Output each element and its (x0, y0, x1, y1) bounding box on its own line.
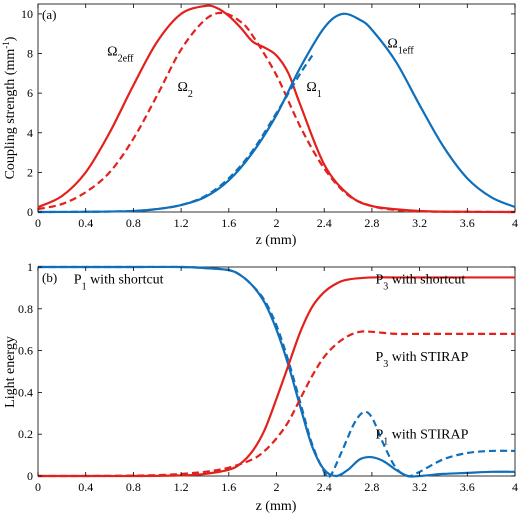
panel-b-annotation: P1 with STIRAP (375, 427, 468, 447)
panel-b-x-tick-label: 0.8 (126, 480, 141, 494)
panel-b-light-energy: 0 0.4 0.8 1.2 1.6 2 2.4 2.8 3.2 3.6 4 0 0.2 0.4 0.6 0.8… (3, 260, 518, 514)
panel-b-series-p1-shortcut (37, 265, 516, 478)
panel-b-axes-frame (37, 266, 516, 477)
panel-b-label: (b) (42, 270, 57, 285)
panel-a-ticks: 0 0.4 0.8 1.2 1.6 2 2.4 2.8 3.2 3.6 4 0 2 4 6 8 10 (21, 4, 518, 230)
panel-a-x-axis-title: z (mm) (256, 233, 297, 248)
panel-a-x-tick-label: 3.2 (412, 216, 427, 230)
panel-b-y-tick-label: 0 (27, 469, 33, 483)
panel-b-ticks: 0 0.4 0.8 1.2 1.6 2 2.4 2.8 3.2 3.6 4 0 0.2 0.4 0.6 0.8… (18, 260, 518, 494)
panel-a-x-tick-label: 2 (274, 216, 280, 230)
panel-a-axes-frame (37, 3, 516, 213)
panel-b-x-tick-label: 1.2 (174, 480, 189, 494)
panel-b-annotations: P1 with shortcut P3 with shortcut P3 with … (74, 273, 469, 447)
panel-b-x-tick-label: 3.6 (460, 480, 475, 494)
panel-b-y-tick-label: 0.8 (18, 302, 33, 316)
panel-a-series-omega2 (37, 11, 516, 214)
panel-b-x-tick-label: 0.4 (78, 480, 93, 494)
panel-b-x-axis-title: z (mm) (256, 499, 297, 514)
panel-b-x-tick-label: 2.4 (317, 480, 332, 494)
panel-b-annotation: P1 with shortcut (74, 273, 164, 293)
panel-a-y-tick-label: 0 (27, 205, 33, 219)
panel-a-annotation: Ω2 (178, 80, 193, 100)
panel-a-y-tick-label: 4 (27, 126, 33, 140)
panel-b-annotation: P3 with shortcut (375, 273, 465, 293)
panel-a-plot-area (37, 4, 516, 214)
panel-b-annotation: P3 with STIRAP (375, 350, 468, 370)
panel-a-y-tick-label: 10 (21, 7, 33, 21)
panel-b-y-axis-title: Light energy (3, 336, 18, 408)
panel-b-x-tick-label: 2.8 (364, 480, 379, 494)
panel-b-x-tick-label: 3.2 (412, 480, 427, 494)
panel-b-y-tick-label: 0.2 (18, 427, 33, 441)
panel-a-coupling-strength: 0 0.4 0.8 1.2 1.6 2 2.4 2.8 3.2 3.6 4 0 2 4 6 8 10 (a) C… (1, 3, 518, 248)
panel-b-x-tick-label: 4 (512, 480, 518, 494)
panel-a-x-tick-label: 1.2 (174, 216, 189, 230)
panel-a-annotations: Ω2eff Ω2 Ω1 Ω1eff (107, 37, 414, 100)
panel-a-y-axis-title-exponent: -1 (1, 41, 11, 49)
panel-b-y-tick-label: 0.4 (18, 385, 33, 399)
panel-b-y-tick-label: 1 (27, 260, 33, 274)
panel-a-x-tick-label: 0.8 (126, 216, 141, 230)
panel-b-plot-area (37, 265, 516, 479)
panel-a-x-tick-label: 1.6 (221, 216, 236, 230)
panel-b-y-tick-label: 0.6 (18, 344, 33, 358)
panel-a-series-omega1 (37, 54, 314, 214)
panel-b-series-p3-stirap (37, 330, 515, 478)
panel-b-series-p1-stirap (37, 265, 516, 479)
panel-a-annotation: Ω2eff (107, 45, 134, 65)
panel-b-series-p3-shortcut (37, 276, 515, 478)
panel-b-x-tick-label: 2 (274, 480, 280, 494)
panel-a-y-tick-label: 2 (27, 165, 33, 179)
panel-a-x-tick-label: 4 (512, 216, 518, 230)
panel-a-series-omega2eff (37, 4, 516, 214)
panel-b-x-tick-label: 0 (35, 480, 41, 494)
panel-a-y-axis-title-close: ) (3, 36, 18, 41)
panel-b-x-tick-label: 1.6 (221, 480, 236, 494)
panel-a-x-tick-label: 2.4 (317, 216, 332, 230)
panel-a-x-tick-label: 0.4 (78, 216, 93, 230)
panel-a-y-tick-label: 8 (27, 47, 33, 61)
panel-a-annotation: Ω1 (306, 80, 321, 100)
panel-a-x-tick-label: 2.8 (364, 216, 379, 230)
panel-a-label: (a) (42, 7, 56, 22)
panel-a-x-tick-label: 0 (35, 216, 41, 230)
panel-a-y-axis-title: Coupling strength (mm-1) (1, 36, 18, 179)
panel-a-x-tick-label: 3.6 (460, 216, 475, 230)
panel-a-annotation: Ω1eff (387, 37, 414, 57)
panel-a-y-tick-label: 6 (27, 86, 33, 100)
panel-a-y-axis-title-main: Coupling strength (mm (3, 49, 18, 180)
